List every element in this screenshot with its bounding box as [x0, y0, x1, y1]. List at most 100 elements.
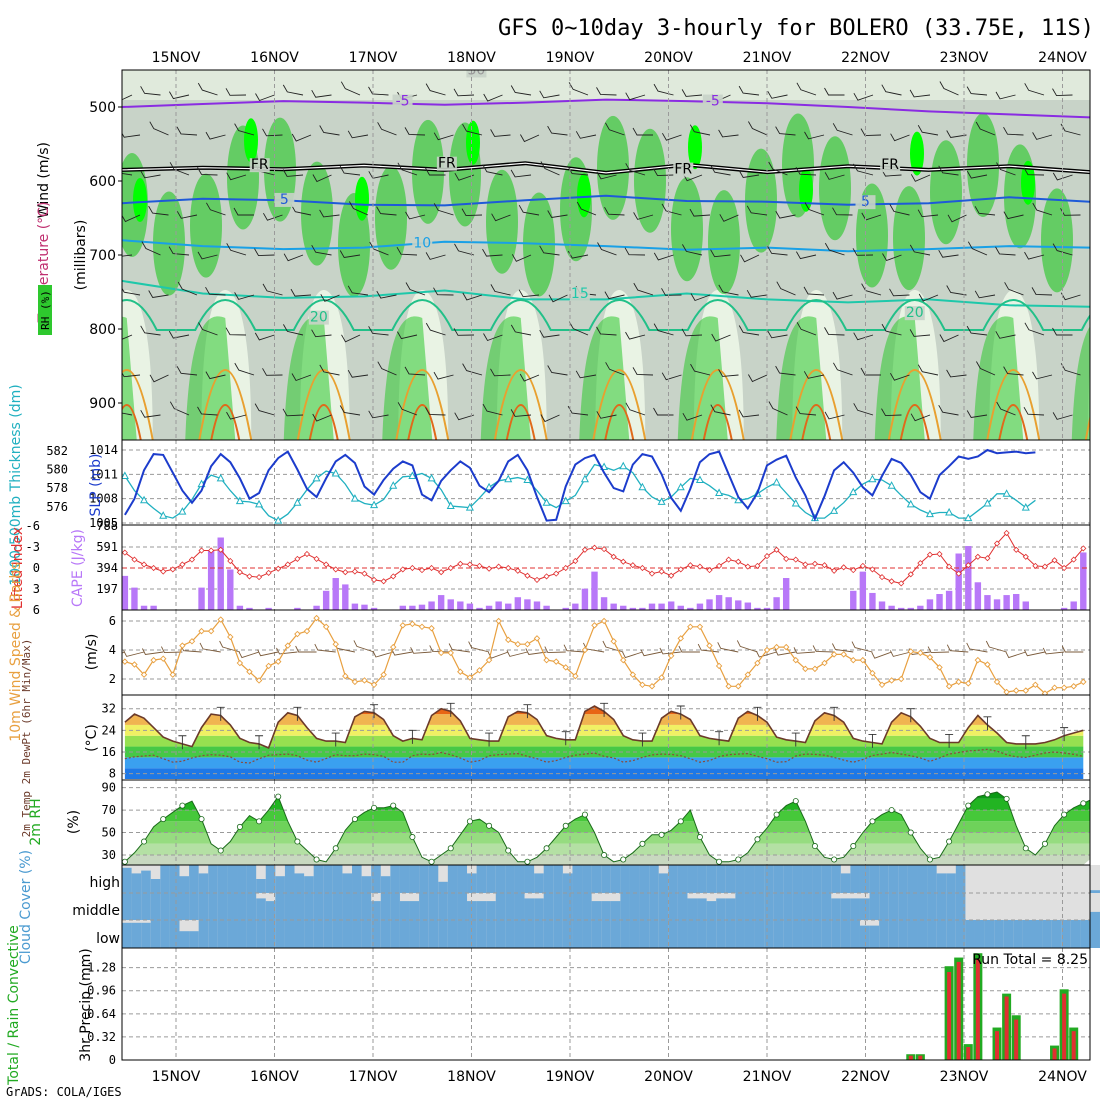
- cape-bar: [1022, 601, 1029, 610]
- rh-marker: [543, 845, 550, 852]
- rh-marker: [351, 816, 358, 823]
- wind-barb: [368, 326, 389, 336]
- cloud-high-bar: [582, 865, 593, 893]
- cloud-middle-bar: [505, 893, 516, 920]
- temp-contour-warm: [690, 369, 745, 440]
- wind-barb: [226, 243, 247, 256]
- cape-bar: [361, 604, 368, 610]
- rh-marker: [869, 818, 876, 825]
- wind-speed-marker: [495, 617, 502, 625]
- rh-marker: [773, 811, 780, 818]
- rh-marker: [946, 838, 953, 845]
- temp-contour-15: [122, 279, 1090, 308]
- wind-barb: [966, 170, 988, 179]
- cloud-low-bar: [524, 920, 535, 948]
- rh-tick: 70: [102, 803, 116, 817]
- wind-speed-marker: [965, 680, 972, 687]
- wind-barb: [339, 405, 361, 416]
- li-marker: [409, 564, 416, 572]
- rh-marker: [1080, 800, 1087, 807]
- cape-bar: [533, 601, 541, 610]
- li-marker: [303, 550, 311, 558]
- cloud-high-bar: [457, 865, 468, 893]
- thickness-marker: [983, 498, 992, 507]
- cloud-middle-bar: [543, 893, 554, 920]
- cloud-middle-bar: [169, 893, 180, 920]
- cloud-clear-cell: [984, 893, 995, 920]
- cloud-low-bar: [189, 931, 200, 948]
- wind-speed-marker: [859, 656, 867, 664]
- wind-speed-marker: [984, 661, 991, 668]
- li-marker: [179, 561, 186, 568]
- moist-patch: [190, 173, 222, 278]
- wind-barb: [682, 244, 703, 256]
- li-marker: [370, 576, 378, 583]
- thickness-marker: [350, 494, 359, 502]
- contour-label-bg: [855, 195, 876, 210]
- li-marker: [351, 568, 358, 575]
- wind-barb: [1052, 412, 1073, 420]
- rh-band: [124, 832, 1090, 844]
- precip-convective-bar: [908, 1055, 913, 1060]
- temp-contour-warm: [395, 369, 450, 440]
- wind-barb: [1023, 167, 1045, 176]
- cloud-low-bar: [562, 920, 573, 948]
- wind-barb: [748, 374, 768, 383]
- cape-bar: [706, 599, 713, 610]
- wind-barb: [796, 322, 817, 336]
- li-marker: [533, 576, 541, 583]
- minmax-whisker: [906, 708, 915, 723]
- wind-barb: [917, 364, 939, 376]
- precip-axis-label: 3hr Precip (mm): [78, 948, 94, 1061]
- wind-barb: [653, 252, 674, 261]
- cloud-high-bar: [141, 870, 152, 893]
- wind-barb: [234, 123, 255, 136]
- wind-barb: [197, 406, 218, 416]
- cloud-middle-bar: [208, 893, 219, 920]
- wind-barb: [824, 87, 845, 96]
- wind-barb: [291, 133, 312, 142]
- cloud-clear-cell: [1070, 865, 1081, 893]
- wind-barb: [853, 92, 874, 101]
- surface-wind-barb: [468, 641, 490, 653]
- wind-barb: [1052, 172, 1073, 181]
- wind-barb: [254, 332, 275, 341]
- wind-barb: [767, 330, 788, 339]
- wind-barb: [176, 126, 198, 136]
- li-marker: [122, 549, 128, 556]
- cape-bar: [965, 546, 972, 610]
- cloud-high-bar: [629, 865, 640, 893]
- cloud-high-bar: [802, 865, 813, 893]
- cloud-clear-cell: [984, 865, 995, 893]
- wind-barb: [540, 414, 560, 423]
- cloud-middle-bar: [610, 901, 621, 920]
- cloud-high-bar: [313, 865, 324, 893]
- wind-speed-marker: [591, 622, 598, 629]
- cape-bar: [754, 607, 761, 610]
- wind-speed-marker: [773, 643, 780, 651]
- cape-bar: [936, 594, 943, 610]
- cloud-high-bar: [601, 865, 612, 893]
- surface-wind-barb: [697, 643, 720, 653]
- cloud-low-bar: [1003, 920, 1014, 948]
- cloud-high-bar: [514, 865, 525, 893]
- surface-wind-barb: [525, 648, 547, 655]
- cloud-middle-bar: [553, 893, 564, 920]
- precip-body: [122, 948, 1090, 1060]
- wind-barb: [205, 131, 226, 140]
- wind-speed-marker: [217, 616, 224, 623]
- cape-bar: [926, 599, 934, 610]
- wind-barb: [397, 331, 418, 340]
- li-marker: [783, 555, 790, 562]
- wind-tick: 4: [109, 643, 116, 657]
- run-total-label: Run Total = 8.25: [972, 952, 1088, 968]
- thickness-line: [124, 463, 1036, 522]
- wind-barb: [890, 133, 910, 142]
- rh-tick: 90: [102, 781, 116, 795]
- contour-label-bg: [436, 156, 457, 171]
- wind-barb: [661, 203, 682, 216]
- wind-barb: [748, 121, 768, 136]
- cloud-high-bar: [275, 876, 286, 893]
- wind-barb: [433, 132, 454, 141]
- wind-barb: [140, 325, 161, 336]
